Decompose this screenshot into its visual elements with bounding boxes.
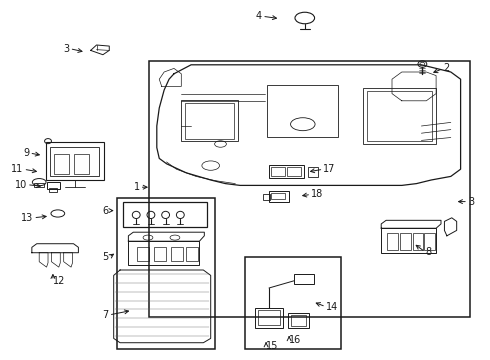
Bar (424, 233, 435, 250)
Bar (74, 154, 89, 174)
Bar (413, 233, 423, 250)
Bar (288, 313, 309, 328)
Bar (294, 274, 314, 284)
Text: 2: 2 (443, 63, 450, 73)
Bar (181, 100, 238, 141)
Bar (49, 188, 57, 192)
Bar (117, 198, 215, 349)
Bar (291, 315, 306, 326)
Bar (54, 154, 69, 174)
Bar (46, 142, 104, 180)
Text: 14: 14 (326, 302, 338, 312)
Bar (245, 257, 341, 349)
Bar (122, 202, 207, 227)
Text: 7: 7 (102, 310, 109, 320)
Text: 6: 6 (103, 206, 109, 216)
Text: 1: 1 (133, 182, 140, 192)
Bar (381, 228, 436, 253)
Bar (363, 88, 436, 144)
Bar (255, 308, 283, 328)
Text: 13: 13 (21, 213, 33, 223)
Text: 3: 3 (468, 197, 474, 207)
Bar (50, 147, 99, 176)
Bar (269, 191, 289, 202)
Bar (185, 103, 234, 139)
Bar (47, 182, 60, 189)
Text: 15: 15 (266, 341, 278, 351)
Text: 18: 18 (311, 189, 323, 199)
Bar (271, 167, 285, 176)
Bar (258, 310, 280, 325)
Bar (308, 167, 318, 177)
Text: 16: 16 (289, 335, 301, 345)
Bar (387, 233, 398, 250)
Bar (269, 165, 304, 178)
Bar (367, 91, 432, 141)
Bar (186, 247, 198, 261)
Bar (154, 247, 166, 261)
Bar (149, 61, 470, 317)
Bar (267, 85, 338, 137)
Text: 5: 5 (102, 252, 109, 262)
Bar (137, 247, 149, 261)
Bar (271, 193, 285, 199)
Bar (34, 183, 44, 187)
Text: 9: 9 (24, 148, 29, 158)
Bar (128, 241, 199, 265)
Text: 10: 10 (15, 180, 27, 190)
Bar (287, 167, 301, 176)
Text: 3: 3 (63, 44, 70, 54)
Text: 4: 4 (256, 11, 262, 21)
Text: 17: 17 (323, 164, 336, 174)
Bar (263, 194, 270, 200)
Text: 8: 8 (425, 247, 431, 257)
Text: 12: 12 (53, 276, 65, 286)
Text: 11: 11 (11, 164, 24, 174)
Bar (400, 233, 411, 250)
Bar (171, 247, 183, 261)
